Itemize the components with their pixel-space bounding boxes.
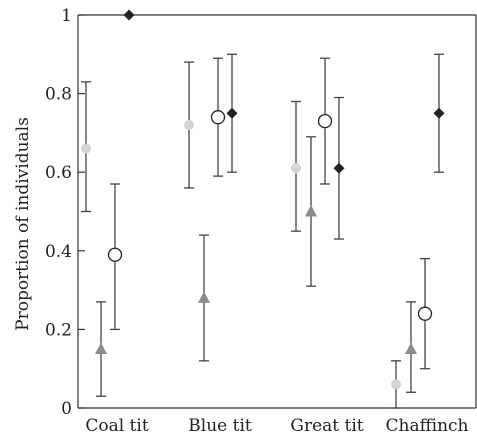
data-point-triangle xyxy=(198,291,210,303)
data-point-diamond xyxy=(226,107,238,119)
data-point-diamond xyxy=(433,107,445,119)
y-tick-label: 0.4 xyxy=(45,242,72,262)
y-tick-label: 0.8 xyxy=(45,85,72,105)
y-tick-label: 0.2 xyxy=(45,320,72,340)
axes: 0 0.2 0.4 0.6 0.8 1 Coal tit Blue tit Great tit C… xyxy=(45,6,477,436)
data-point-circle-open xyxy=(317,113,333,129)
y-tick-label: 0 xyxy=(61,399,72,419)
data-point-circle-filled xyxy=(81,143,91,154)
data-point-diamond xyxy=(123,9,135,21)
x-category-label: Chaffinch xyxy=(385,416,468,436)
data-point-circle-filled xyxy=(391,379,401,390)
data-point-triangle xyxy=(405,342,417,354)
data-point-circle-open xyxy=(210,110,226,125)
data-point-triangle xyxy=(95,342,107,354)
error-bars xyxy=(81,53,444,409)
data-point-diamond xyxy=(333,162,345,174)
data-point-circle-filled xyxy=(184,120,194,131)
x-category-label: Great tit xyxy=(290,416,363,436)
y-tick-label: 0.6 xyxy=(45,163,72,183)
data-point-circle-open xyxy=(107,247,123,262)
data-point-triangle xyxy=(305,204,317,217)
data-markers xyxy=(81,9,445,390)
y-axis-title: Proportion of individuals xyxy=(13,117,33,331)
x-category-label: Blue tit xyxy=(188,416,252,436)
x-category-label: Coal tit xyxy=(85,416,148,436)
data-point-circle-filled xyxy=(291,163,301,174)
y-tick-label: 1 xyxy=(61,6,72,26)
data-point-circle-open xyxy=(417,306,433,321)
